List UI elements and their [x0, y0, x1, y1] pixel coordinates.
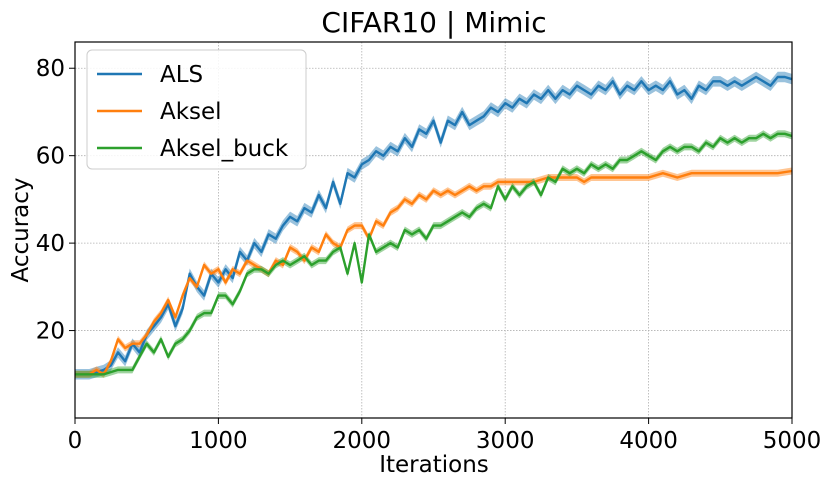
axis-ticks: 0 1000 2000 3000 4000 5000 20 40 60 80 — [36, 56, 822, 454]
legend: ALS Aksel Aksel_buck — [86, 49, 307, 170]
y-tick-label: 40 — [36, 231, 65, 257]
legend-label: ALS — [160, 62, 203, 88]
x-axis-label: Iterations — [379, 452, 489, 478]
series-line-aksel — [75, 169, 793, 376]
y-tick-label: 60 — [36, 144, 65, 170]
series-band-aksel — [75, 167, 792, 378]
series-line-als — [75, 75, 793, 376]
chart-title: CIFAR10 | Mimic — [321, 6, 546, 39]
series-line-aksel_buck — [75, 132, 793, 376]
x-tick-label: 5000 — [763, 428, 822, 454]
x-tick-label: 0 — [68, 428, 83, 454]
confidence-bands — [75, 71, 792, 380]
y-axis-label: Accuracy — [8, 177, 34, 282]
x-tick-label: 4000 — [619, 428, 678, 454]
legend-label: Aksel — [160, 99, 222, 125]
x-tick-label: 2000 — [333, 428, 392, 454]
y-tick-label: 20 — [36, 319, 65, 345]
plot-frame — [74, 41, 793, 419]
x-tick-label: 3000 — [476, 428, 535, 454]
series-lines — [75, 75, 793, 376]
legend-label: Aksel_buck — [160, 136, 289, 162]
y-tick-label: 80 — [36, 56, 65, 82]
legend-box — [86, 49, 307, 170]
x-tick-label: 1000 — [189, 428, 248, 454]
